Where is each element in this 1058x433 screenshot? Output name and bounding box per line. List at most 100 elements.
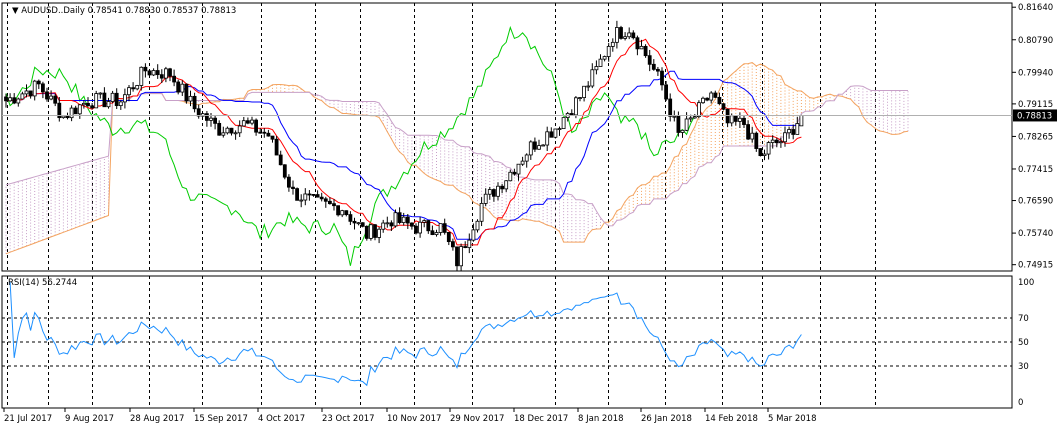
candle-body [446, 232, 451, 243]
candle-body [623, 36, 627, 39]
candle-body [356, 222, 361, 225]
candle-body [450, 241, 455, 248]
candle-body [250, 119, 254, 124]
candle-body [12, 97, 17, 104]
candle-body [586, 85, 591, 88]
candle-body [463, 246, 468, 249]
candle-body [783, 132, 787, 143]
candle-body [65, 115, 70, 119]
candle-body [196, 108, 201, 117]
x-tick-label: 4 Oct 2017 [258, 414, 305, 424]
candle-body [631, 32, 636, 39]
candle-body [561, 117, 566, 130]
candle-body [204, 113, 209, 121]
candle-body [635, 37, 640, 50]
candle-body [397, 212, 402, 223]
candle-body [127, 87, 131, 96]
candle-body [245, 120, 250, 124]
x-tick-label: 9 Aug 2017 [65, 414, 114, 424]
candle-body [266, 132, 271, 137]
candle-body [795, 123, 800, 135]
candle-body [664, 84, 668, 100]
candle-body [303, 193, 308, 201]
candle-body [414, 225, 418, 234]
candle-body [135, 85, 140, 90]
candle-body [373, 224, 377, 238]
candle-body [401, 216, 406, 223]
candle-body [16, 98, 21, 104]
candle-body [483, 193, 488, 204]
y-tick-label: 0.76590 [1018, 197, 1053, 207]
candle-body [598, 58, 603, 67]
candle-body [426, 220, 431, 232]
candle-body [131, 87, 136, 90]
candle-body [147, 70, 152, 76]
candle-body [86, 102, 90, 107]
candle-body [578, 97, 582, 99]
candle-body [705, 97, 709, 101]
last-price-label: 0.78813 [1017, 111, 1052, 121]
candle-body [528, 141, 533, 156]
candle-body [475, 220, 480, 231]
candle-body [53, 95, 58, 104]
rsi-line [9, 281, 802, 387]
candle-body [574, 97, 578, 116]
x-tick-label: 15 Sep 2017 [194, 414, 248, 424]
candle-body [520, 160, 525, 165]
candle-body [467, 239, 472, 249]
candle-body [627, 32, 632, 38]
candle-body [348, 214, 353, 222]
candle-body [49, 95, 53, 100]
rsi-y-tick-label: 30 [1018, 362, 1029, 372]
candle-body [688, 117, 693, 120]
candle-body [639, 45, 644, 50]
candle-body [360, 222, 365, 227]
candle-body [163, 68, 168, 79]
candle-body [606, 46, 611, 57]
candle-body [672, 115, 677, 118]
candle-body [697, 102, 701, 118]
candle-body [709, 92, 714, 101]
candle-body [184, 83, 189, 102]
candle-body [114, 92, 119, 107]
candle-body [24, 90, 29, 95]
price-panel: 0.81640 0.80790 0.79940 0.79115 0.78265 0.774… [1, 2, 1057, 272]
candle-body [20, 93, 25, 100]
candle-body [307, 193, 312, 196]
rsi-panel-title: RSI(14) 56.2744 [8, 278, 77, 288]
candle-body [77, 104, 82, 115]
candle-body [188, 95, 193, 102]
candle-body [323, 198, 328, 202]
candle-body [692, 116, 697, 119]
chikou-span-line [5, 25, 696, 266]
candle-body [282, 164, 287, 178]
candle-body [4, 96, 8, 102]
candle-body [377, 228, 382, 238]
last-price-box [1013, 109, 1057, 122]
x-tick-label: 14 Feb 2018 [705, 414, 758, 424]
candle-body [754, 132, 759, 149]
candle-body [155, 70, 160, 76]
candle-body [545, 131, 550, 146]
candle-body [684, 118, 689, 131]
candle-body [69, 107, 74, 119]
x-tick-label: 29 Nov 2017 [450, 414, 504, 424]
candle-body [438, 223, 443, 233]
candle-body [299, 199, 304, 202]
candle-body [733, 115, 738, 122]
y-tick-label: 0.77415 [1018, 165, 1053, 175]
candle-body [200, 113, 205, 117]
y-tick-label: 0.79940 [1018, 68, 1053, 78]
candle-body [602, 56, 607, 60]
candle-body [94, 93, 99, 109]
rsi-y-tick-label: 100 [1018, 278, 1034, 288]
candle-body [241, 120, 246, 127]
candle-body [274, 138, 279, 156]
y-tick-label: 0.75740 [1018, 229, 1053, 239]
x-tick-label: 10 Nov 2017 [387, 414, 441, 424]
candle-body [787, 129, 791, 134]
candle-body [615, 27, 619, 43]
candle-body [237, 125, 242, 134]
candle-body [549, 131, 554, 138]
